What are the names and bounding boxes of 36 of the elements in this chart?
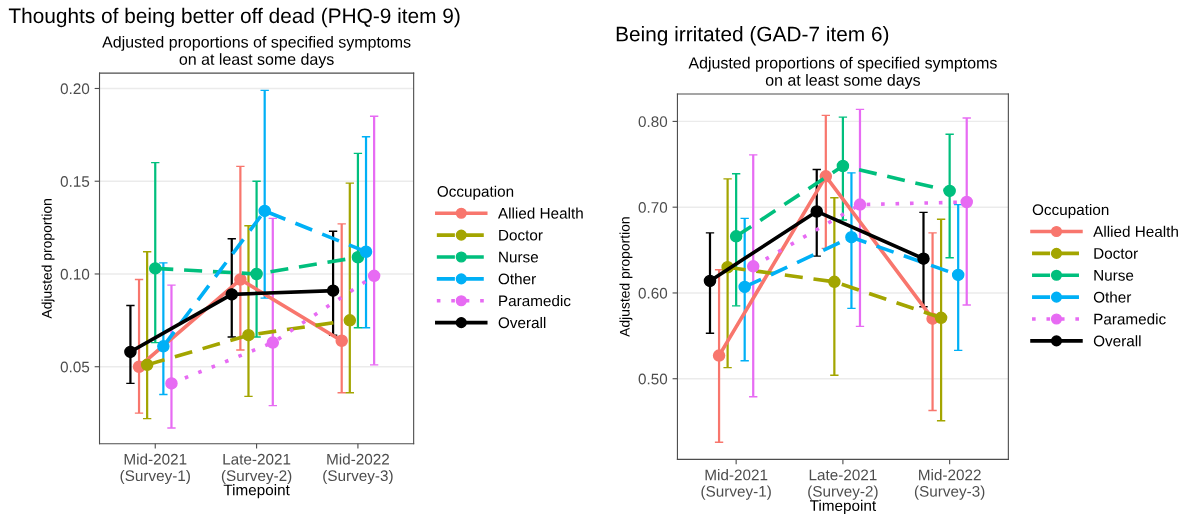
legend-label: Doctor bbox=[499, 229, 543, 241]
y-tick-label: 0.05 bbox=[60, 361, 90, 373]
x-axis-title: Timepoint bbox=[809, 499, 877, 515]
legend-label: Allied Health bbox=[497, 207, 583, 219]
y-axis-title: Adjusted proportion bbox=[41, 199, 55, 319]
legend-label: Paramedic bbox=[1094, 313, 1166, 325]
y-axis-title: Adjusted proportion bbox=[619, 217, 633, 337]
legend-label: Other bbox=[498, 273, 536, 285]
chart-title: Being irritated (GAD-7 item 6) bbox=[616, 26, 889, 46]
legend-label: Paramedic bbox=[499, 295, 571, 307]
y-tick-label: 0.15 bbox=[60, 176, 90, 187]
x-tick-label: Mid-2021 (Survey-1) bbox=[701, 469, 771, 500]
y-tick-label: 0.70 bbox=[638, 202, 668, 213]
legend-label: Other bbox=[1093, 291, 1132, 303]
chart-title: Thoughts of being better off dead (PHQ-9 item 9) bbox=[8, 7, 460, 28]
chart-subtitle: Adjusted proportions of specified symptoms on at least some days bbox=[102, 35, 411, 69]
x-tick-label: Mid-2021 (Survey-1) bbox=[120, 453, 190, 485]
legend-label: Overall bbox=[498, 316, 546, 329]
y-tick-label: 0.10 bbox=[60, 268, 90, 280]
x-axis-title: Timepoint bbox=[223, 484, 290, 499]
legend-title: Occupation bbox=[1032, 203, 1109, 219]
y-tick-label: 0.60 bbox=[638, 287, 668, 299]
y-tick-label: 0.50 bbox=[638, 373, 668, 385]
x-tick-label: Late-2021 (Survey-2) bbox=[221, 453, 292, 485]
chart-subtitle: Adjusted proportions of specified symptoms on at least some days bbox=[688, 56, 997, 89]
legend-label: Doctor bbox=[1094, 248, 1138, 259]
x-tick-label: Late-2021 (Survey-2) bbox=[808, 469, 878, 500]
y-tick-label: 0.20 bbox=[60, 83, 90, 95]
x-tick-label: Mid-2022 (Survey-3) bbox=[914, 469, 985, 500]
legend-label: Nurse bbox=[499, 251, 539, 263]
y-tick-label: 0.80 bbox=[638, 116, 668, 128]
legend-label: Overall bbox=[1093, 335, 1141, 347]
legend-title: Occupation bbox=[437, 185, 514, 200]
legend-label: Allied Health bbox=[1093, 225, 1178, 237]
legend-label: Nurse bbox=[1094, 270, 1134, 281]
x-tick-label: Mid-2022 (Survey-3) bbox=[323, 453, 393, 485]
